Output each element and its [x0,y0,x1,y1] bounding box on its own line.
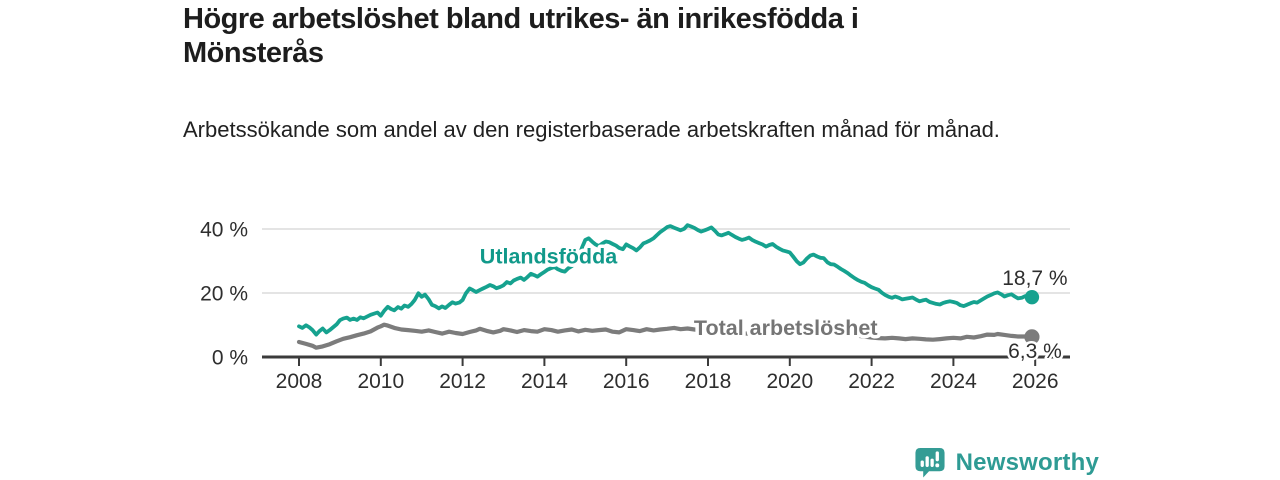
series-label-utlandsfodda: Utlandsfödda [480,245,618,269]
x-tick-label-2010: 2010 [357,370,404,393]
series-line-utlandsfodda [297,223,1034,337]
x-tick-label-2018: 2018 [685,370,732,393]
end-value-label-utlandsfodda: 18,7 % [1002,267,1067,290]
x-tick-label-2012: 2012 [439,370,486,393]
x-tick-label-2016: 2016 [603,370,650,393]
series-line-total-arbetsloshet [296,322,1035,350]
page-subtitle: Arbetssökande som andel av den registerb… [183,117,1000,142]
bar-chart-bubble-icon [915,447,945,478]
x-tick-label-2024: 2024 [930,370,977,393]
series-end-dot-utlandsfodda [1024,289,1040,305]
newsworthy-logo[interactable]: Newsworthy [913,446,1099,479]
x-tick-label-2026: 2026 [1012,370,1059,393]
x-tick-label-2022: 2022 [848,370,895,393]
series-label-total-arbetsloshet: Total arbetslöshet [694,316,878,340]
page-title: Högre arbetslöshet bland utrikes- än inr… [183,3,859,69]
y-tick-label-0: 0 % [212,347,248,370]
y-tick-label-20: 20 % [200,283,248,306]
end-value-label-total-arbetsloshet: 6,3 % [1008,340,1062,363]
series-end-dot-total-arbetsloshet [1024,329,1040,345]
x-tick-label-2008: 2008 [276,370,323,393]
y-tick-label-40: 40 % [200,219,248,242]
x-tick-label-2014: 2014 [521,370,568,393]
x-tick-label-2020: 2020 [766,370,813,393]
newsworthy-logo-text: Newsworthy [955,448,1099,476]
